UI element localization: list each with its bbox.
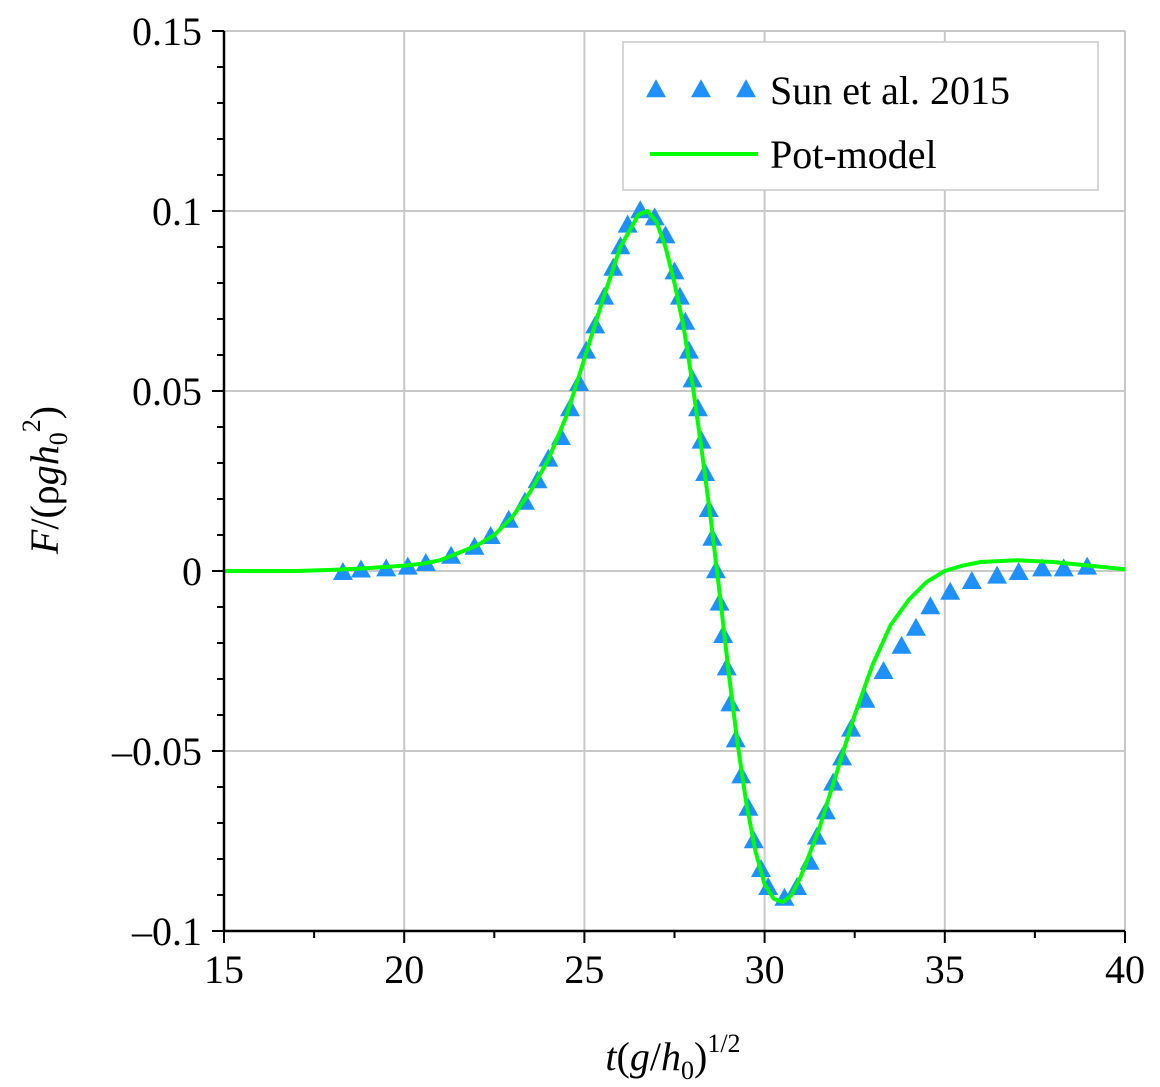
x-tick-label-1: 20	[384, 947, 424, 992]
data-point-57	[920, 596, 941, 615]
y-tick-label-4: 0.1	[152, 189, 202, 234]
legend-marker-0-2	[736, 79, 756, 98]
y-axis-title-main: F	[22, 529, 67, 555]
data-point-26	[675, 311, 696, 330]
data-point-63	[1053, 558, 1074, 577]
series-line-1	[224, 209, 1126, 905]
y-tick-label-0: –0.1	[131, 909, 202, 954]
y-axis-title-close: )	[22, 406, 67, 419]
y-axis-title-power: 2	[17, 419, 46, 432]
y-axis-title-subscript: 0	[44, 432, 73, 445]
series-1	[224, 209, 1126, 905]
data-point-55	[891, 635, 912, 654]
data-point-44	[758, 877, 779, 895]
legend-marker-0-0	[646, 79, 666, 98]
legend-label-0: Sun et al. 2015	[770, 68, 1010, 113]
data-point-22	[644, 207, 665, 226]
x-axis-title-subscript: 0	[681, 1056, 694, 1085]
legend-entry-1: Pot-model	[650, 132, 937, 177]
series-layer	[224, 200, 1126, 906]
data-point-62	[1032, 558, 1053, 577]
x-axis-title-g: g	[630, 1034, 650, 1079]
y-tick-label-3: 0.05	[132, 369, 202, 414]
legend-entry-0: Sun et al. 2015	[646, 68, 1010, 113]
data-point-58	[940, 581, 961, 600]
data-point-25	[669, 286, 690, 305]
x-axis-title-slash: /	[650, 1034, 662, 1079]
grid-layer	[223, 30, 1126, 932]
x-axis-title-h: h	[661, 1034, 681, 1079]
x-tick-label-3: 30	[745, 947, 785, 992]
y-axis-title-h: h	[22, 445, 67, 465]
y-tick-label-1: –0.05	[111, 729, 202, 774]
legend-label-1: Pot-model	[770, 132, 937, 177]
y-axis-title-rho: ρ	[22, 485, 67, 505]
x-axis-title-open: (	[617, 1034, 630, 1079]
data-point-59	[961, 571, 982, 589]
data-point-56	[905, 617, 926, 636]
data-point-24	[664, 261, 685, 280]
axis-layer: 15 20 25 30 35 40 –0.1 –0.05 0 0.05 0.1 0.15	[111, 9, 1145, 992]
x-axis-title-close: )	[694, 1034, 707, 1079]
data-point-38	[720, 693, 741, 712]
x-axis-title-power: 1/2	[707, 1029, 740, 1058]
x-axis-title-main: t	[605, 1034, 617, 1079]
data-point-29	[687, 398, 708, 417]
legend-layer: Sun et al. 2015 Pot-model	[622, 41, 1099, 191]
x-axis-title: t(g/h0)1/2	[605, 1029, 740, 1085]
y-tick-label-5: 0.15	[132, 9, 202, 54]
x-tick-label-5: 40	[1105, 947, 1145, 992]
legend-marker-0-1	[691, 79, 711, 98]
x-tick-label-4: 35	[925, 947, 965, 992]
data-point-54	[873, 661, 894, 679]
legend-box	[622, 41, 1099, 191]
y-axis-title-open: /(	[22, 505, 67, 529]
y-tick-label-2: 0	[182, 549, 202, 594]
data-point-60	[987, 565, 1008, 584]
legend-entries: Sun et al. 2015 Pot-model	[646, 68, 1010, 177]
data-point-61	[1008, 562, 1029, 580]
y-axis-title: F/(ρgh02)	[17, 406, 73, 555]
x-tick-label-2: 25	[564, 947, 604, 992]
y-axis-title-g: g	[22, 465, 67, 485]
x-tick-label-0: 15	[204, 947, 244, 992]
